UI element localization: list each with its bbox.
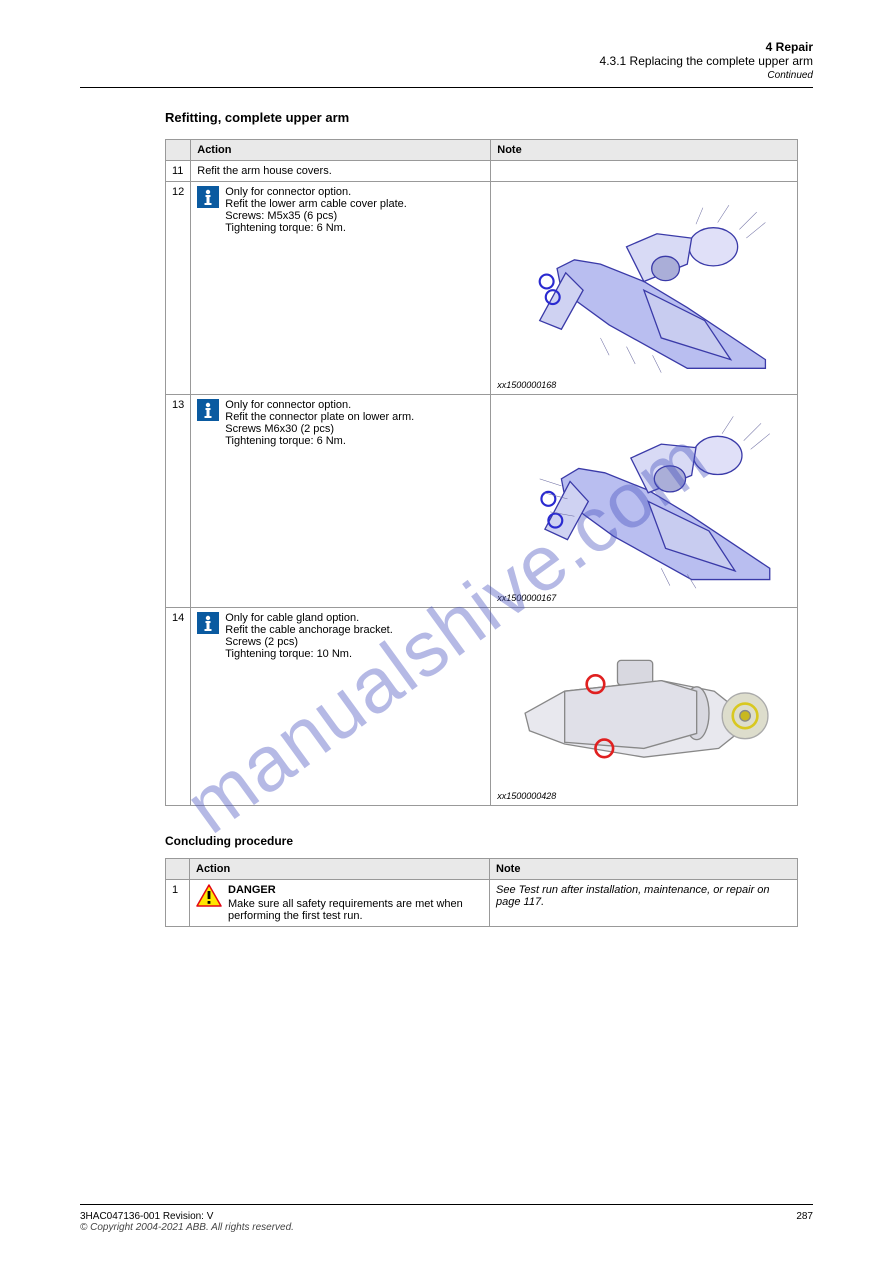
concluding-table: Action Note 1 <box>165 858 798 927</box>
tip-icon <box>197 186 219 208</box>
note-text: See Test run after installation, mainten… <box>496 884 770 908</box>
action-cell: Only for connector option. Refit the con… <box>191 395 491 608</box>
continued-label: Continued <box>600 70 813 81</box>
subhead: Refitting, complete upper arm <box>165 110 798 125</box>
action-line: Refit the cable anchorage bracket. <box>225 624 484 636</box>
concluding-heading: Concluding procedure <box>165 834 798 848</box>
note-cell <box>491 161 798 182</box>
th-note: Note <box>491 140 798 161</box>
th-action: Action <box>190 859 490 880</box>
figure-ref: xx1500000428 <box>497 791 791 801</box>
danger-label: DANGER <box>228 884 483 896</box>
action-text: Only for connector option. Refit the low… <box>225 186 484 234</box>
footer-doc-id: 3HAC047136-001 Revision: V <box>80 1211 294 1222</box>
tip-line: Only for cable gland option. <box>225 612 484 624</box>
chapter-label: 4 Repair <box>600 40 813 54</box>
action-line: Refit the lower arm cable cover plate. <box>225 198 484 210</box>
action-cell: DANGER Make sure all safety requirements… <box>190 880 490 927</box>
page-header: 4 Repair 4.3.1 Replacing the complete up… <box>80 40 813 88</box>
table-row: 14 Only for cable gland option. Refit th… <box>166 608 798 806</box>
figure-ref: xx1500000167 <box>497 593 791 603</box>
action-cell: Refit the arm house covers. <box>191 161 491 182</box>
step-cell: 11 <box>166 161 191 182</box>
step-cell: 13 <box>166 395 191 608</box>
tip-line: Only for connector option. <box>225 186 484 198</box>
danger-icon <box>196 884 222 908</box>
section-label: 4.3.1 Replacing the complete upper arm <box>600 54 813 68</box>
note-cell-image: xx1500000167 <box>491 395 798 608</box>
th-note: Note <box>490 859 798 880</box>
spacer <box>165 806 798 834</box>
th-step <box>166 859 190 880</box>
step-cell: 12 <box>166 182 191 395</box>
header-left <box>80 40 83 81</box>
action-cell: Only for connector option. Refit the low… <box>191 182 491 395</box>
action-line: Refit the connector plate on lower arm. <box>225 411 484 423</box>
action-text: Only for connector option. Refit the con… <box>225 399 484 447</box>
action-line: Screws (2 pcs) <box>225 636 484 648</box>
robot-illustration-2 <box>497 399 791 590</box>
tip-line: Only for connector option. <box>225 399 484 411</box>
tip-icon <box>197 612 219 634</box>
footer-copyright: © Copyright 2004-2021 ABB. All rights re… <box>80 1222 294 1233</box>
action-text: DANGER Make sure all safety requirements… <box>228 884 483 922</box>
robot-illustration-3 <box>497 612 791 788</box>
table-row: 12 Only for connector option. Refit the … <box>166 182 798 395</box>
th-step <box>166 140 191 161</box>
tip-icon <box>197 399 219 421</box>
step-cell: 1 <box>166 880 190 927</box>
figure-ref: xx1500000168 <box>497 380 791 390</box>
note-cell: See Test run after installation, mainten… <box>490 880 798 927</box>
action-line: Screws M6x30 (2 pcs) <box>225 423 484 435</box>
footer-page: 287 <box>796 1211 813 1233</box>
header-right: 4 Repair 4.3.1 Replacing the complete up… <box>600 40 813 81</box>
step-cell: 14 <box>166 608 191 806</box>
table-row: 11 Refit the arm house covers. <box>166 161 798 182</box>
table-header-row: Action Note <box>166 859 798 880</box>
action-line: Tightening torque: 6 Nm. <box>225 435 484 447</box>
note-cell-image: xx1500000428 <box>491 608 798 806</box>
page-footer: 3HAC047136-001 Revision: V © Copyright 2… <box>80 1204 813 1233</box>
th-action: Action <box>191 140 491 161</box>
footer-left: 3HAC047136-001 Revision: V © Copyright 2… <box>80 1211 294 1233</box>
content: Refitting, complete upper arm Action Not… <box>165 110 798 927</box>
action-line: Tightening torque: 6 Nm. <box>225 222 484 234</box>
procedure-table: Action Note 11 Refit the arm house cover… <box>165 139 798 806</box>
action-cell: Only for cable gland option. Refit the c… <box>191 608 491 806</box>
robot-illustration-1 <box>497 186 791 377</box>
table-row: 13 Only for connector option. Refit the … <box>166 395 798 608</box>
note-cell-image: xx1500000168 <box>491 182 798 395</box>
action-line: Tightening torque: 10 Nm. <box>225 648 484 660</box>
action-text: Only for cable gland option. Refit the c… <box>225 612 484 660</box>
table-row: 1 DANGER Make sure all safety re <box>166 880 798 927</box>
table-header-row: Action Note <box>166 140 798 161</box>
action-line: Make sure all safety requirements are me… <box>228 898 483 922</box>
action-line: Screws: M5x35 (6 pcs) <box>225 210 484 222</box>
